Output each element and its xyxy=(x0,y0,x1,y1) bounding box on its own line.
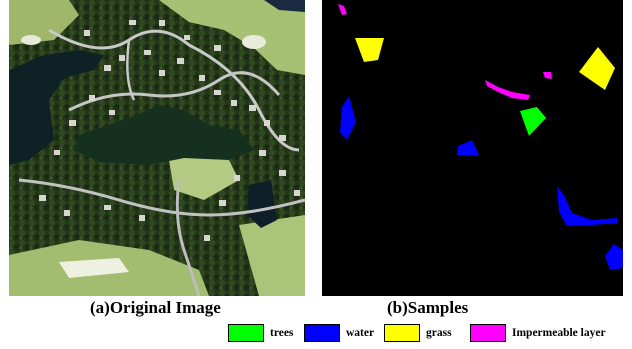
original-aerial-image xyxy=(9,0,305,296)
legend-swatch-trees xyxy=(228,324,264,342)
sand-trap xyxy=(242,35,266,49)
impermeable-sample xyxy=(338,4,347,15)
water-body xyxy=(74,105,254,165)
samples-mask xyxy=(322,0,623,296)
legend-label-grass: grass xyxy=(426,327,452,339)
road xyxy=(68,71,281,112)
sand-trap xyxy=(59,258,129,278)
legend-label-water: water xyxy=(346,327,375,339)
water-sample xyxy=(340,96,356,140)
grass-sample xyxy=(579,47,615,90)
legend-label-trees: trees xyxy=(270,327,294,339)
original-image-caption: (a)Original Image xyxy=(90,298,221,317)
water-body xyxy=(264,0,305,12)
legend-swatch-grass xyxy=(384,324,420,342)
legend-item-water: water xyxy=(304,324,384,342)
grass-area xyxy=(169,150,239,200)
grass-area xyxy=(9,0,79,45)
aerial-image-drawing xyxy=(9,0,305,296)
samples-mask-drawing xyxy=(338,4,623,270)
water-body xyxy=(9,50,104,165)
water-sample xyxy=(557,186,618,226)
grass-area xyxy=(239,215,305,296)
legend-item-grass: grass xyxy=(384,324,470,342)
legend-item-impermeable: Impermeable layer xyxy=(470,324,606,342)
water-sample xyxy=(605,244,623,270)
grass-area xyxy=(159,0,305,75)
sand-trap xyxy=(21,35,41,45)
trees-sample xyxy=(520,107,546,136)
legend-label-impermeable: Impermeable layer xyxy=(512,327,606,339)
road xyxy=(18,178,305,217)
road xyxy=(126,39,136,101)
water-sample xyxy=(457,140,479,155)
road xyxy=(175,179,201,296)
samples-caption: (b)Samples xyxy=(387,298,469,317)
legend-item-trees: trees xyxy=(228,324,304,342)
legend-swatch-impermeable xyxy=(470,324,506,342)
water-body xyxy=(247,180,277,228)
grass-sample xyxy=(355,38,384,62)
impermeable-sample xyxy=(485,80,530,100)
impermeable-sample xyxy=(543,72,552,79)
legend-swatch-water xyxy=(304,324,340,342)
houses xyxy=(39,20,300,241)
legend: trees water grass Impermeable layer xyxy=(228,322,606,344)
